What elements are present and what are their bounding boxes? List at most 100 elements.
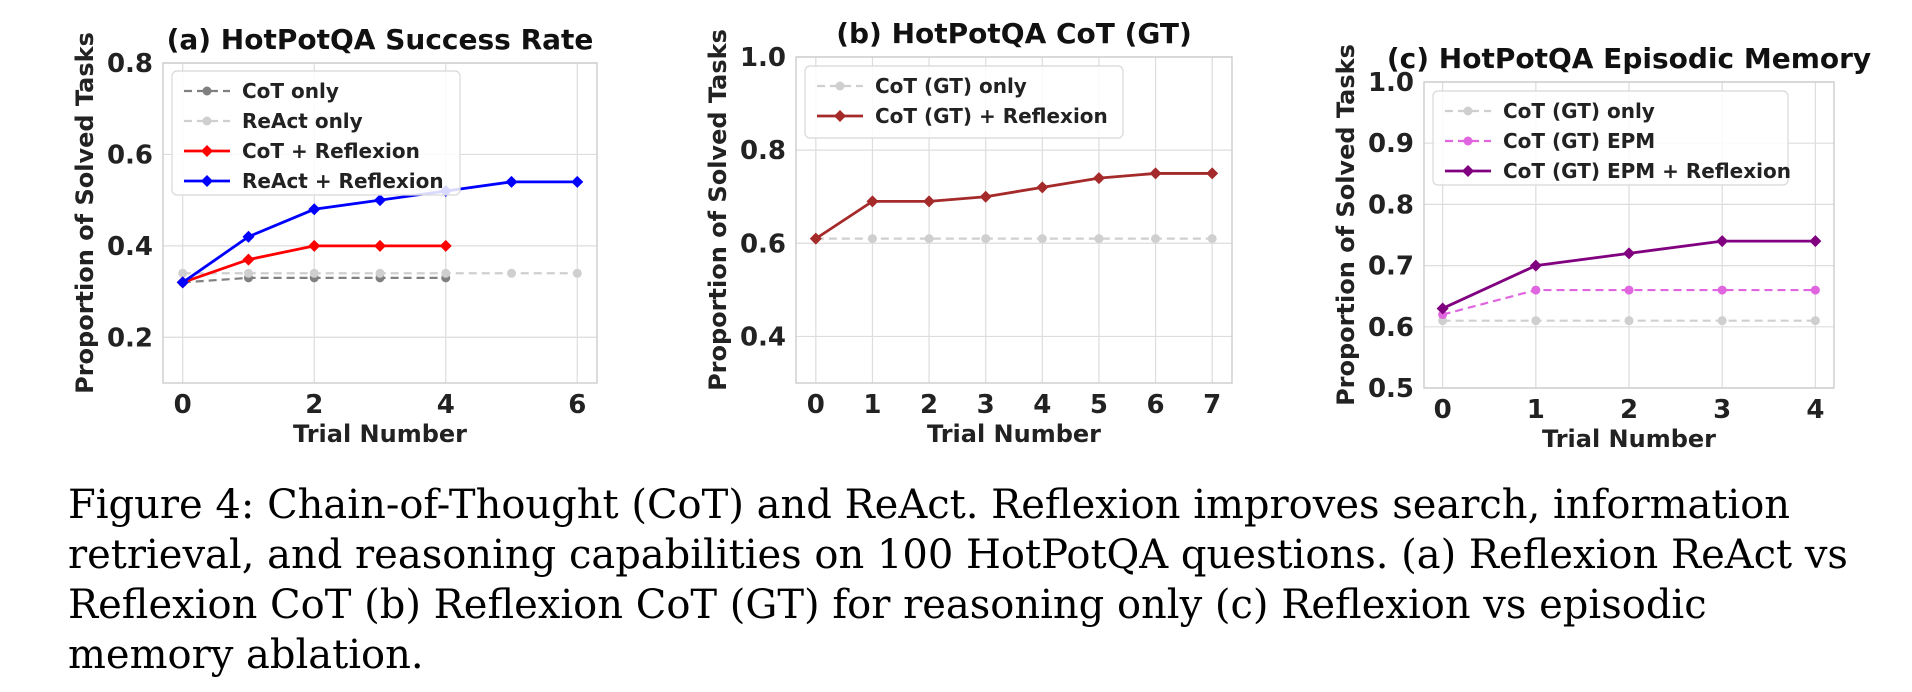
legend-entry: CoT (GT) EPM + Reflexion — [1503, 159, 1791, 183]
legend-entry: CoT only — [242, 79, 339, 103]
legend-swatch-marker — [202, 116, 212, 126]
x-tick-label: 4 — [1033, 390, 1051, 420]
x-tick-label: 0 — [1434, 395, 1452, 425]
data-point — [1207, 234, 1217, 244]
x-tick-label: 5 — [1090, 390, 1108, 420]
data-point — [242, 230, 255, 243]
y-tick-label: 1.0 — [1368, 68, 1414, 98]
data-point — [1809, 235, 1822, 248]
chart-title: (a) HotPotQA Success Rate — [167, 23, 594, 56]
legend-entry: CoT (GT) only — [875, 74, 1027, 98]
x-tick-label: 2 — [1620, 395, 1638, 425]
data-point — [505, 175, 518, 188]
y-tick-label: 0.6 — [1368, 313, 1414, 343]
figure-caption: Figure 4: Chain-of-Thought (CoT) and ReA… — [68, 482, 1848, 678]
data-point — [439, 239, 452, 252]
x-tick-label: 6 — [568, 390, 586, 420]
legend-entry: ReAct only — [242, 109, 363, 133]
x-axis-label: Trial Number — [1542, 425, 1716, 453]
data-point — [1623, 247, 1635, 260]
data-point — [1094, 234, 1104, 244]
data-point — [1716, 235, 1729, 248]
data-point — [1810, 316, 1820, 326]
x-tick-label: 0 — [807, 390, 825, 420]
x-tick-label: 1 — [863, 390, 881, 420]
data-point — [1529, 259, 1542, 272]
data-point — [1531, 285, 1541, 295]
y-tick-label: 0.4 — [107, 232, 153, 262]
legend-entry: CoT (GT) + Reflexion — [875, 104, 1108, 128]
y-tick-label: 0.8 — [107, 49, 153, 79]
x-axis-label: Trial Number — [927, 420, 1101, 448]
series-1 — [1438, 285, 1820, 320]
legend-entry: CoT (GT) only — [1503, 99, 1655, 123]
plot-frame — [162, 62, 598, 384]
legend-swatch-marker — [1463, 136, 1473, 146]
series-0 — [1438, 316, 1820, 326]
data-point — [1149, 167, 1162, 180]
y-tick-label: 1.0 — [740, 43, 786, 73]
data-point — [979, 190, 992, 203]
figure-4: 0 2 4 6 0.2 0.4 0.6 0.8 (a) HotPotQA Success Rat… — [71, 17, 1871, 453]
legend-entry: CoT + Reflexion — [242, 139, 420, 163]
y-axis-label: Proportion of Solved Tasks — [1332, 44, 1360, 406]
legend-box — [171, 70, 461, 196]
x-tick-label: 3 — [977, 390, 995, 420]
chart-title: (c) HotPotQA Episodic Memory — [1387, 42, 1871, 75]
data-point — [571, 175, 584, 188]
legend-swatch-marker — [1462, 165, 1474, 177]
data-point — [572, 268, 582, 278]
x-tick-label: 3 — [1713, 395, 1731, 425]
data-point — [178, 268, 188, 278]
y-tick-label: 0.6 — [740, 229, 786, 259]
chart-panel-2: 0 1 2 3 4 0.5 0.6 0.7 0.8 0.9 1.0(c) HotPotQA Epis… — [1332, 42, 1871, 453]
series-0 — [811, 234, 1217, 244]
legend-swatch-marker — [201, 175, 213, 187]
x-tick-label: 7 — [1203, 390, 1221, 420]
data-point — [1531, 316, 1541, 326]
legend: CoT (GT) only CoT (GT) EPM CoT (GT) EPM + … — [1432, 90, 1791, 186]
x-tick-label: 4 — [1806, 395, 1824, 425]
y-tick-label: 0.5 — [1368, 374, 1414, 404]
x-tick-label: 2 — [305, 390, 323, 420]
y-tick-label: 0.4 — [740, 322, 786, 352]
legend-swatch-marker — [202, 86, 212, 96]
x-axis-label: Trial Number — [293, 420, 467, 448]
legend-swatch-marker — [1463, 106, 1473, 116]
data-point — [981, 234, 991, 244]
data-point — [1151, 234, 1161, 244]
data-point — [374, 194, 386, 207]
data-point — [1624, 316, 1634, 326]
data-point — [176, 276, 189, 289]
data-point — [507, 268, 517, 278]
data-point — [1717, 316, 1727, 326]
legend-swatch-marker — [201, 145, 213, 157]
x-tick-label: 6 — [1147, 390, 1165, 420]
legend: CoT (GT) only CoT (GT) + Reflexion — [804, 65, 1124, 139]
data-point — [1037, 234, 1047, 244]
series-1 — [809, 167, 1219, 245]
legend-entry: CoT (GT) EPM — [1503, 129, 1655, 153]
series-line — [815, 172, 1213, 240]
data-point — [1436, 302, 1449, 315]
data-point — [866, 195, 879, 208]
data-point — [309, 268, 319, 278]
x-tick-label: 4 — [437, 390, 455, 420]
data-point — [867, 234, 877, 244]
legend-box — [804, 65, 1124, 139]
data-point — [1624, 285, 1634, 295]
y-tick-label: 0.6 — [107, 140, 153, 170]
y-tick-label: 0.2 — [107, 323, 153, 353]
chart-panel-1: 0 1 2 3 4 5 6 7 0.4 0.6 0.8 1.0 (b) HotPotQA CoT (GT… — [704, 17, 1233, 448]
plot-frame — [795, 56, 1233, 384]
data-point — [1206, 167, 1219, 180]
data-point — [1810, 285, 1820, 295]
y-tick-label: 0.8 — [1368, 190, 1414, 220]
data-point — [308, 239, 321, 252]
data-point — [308, 203, 321, 216]
data-point — [375, 268, 385, 278]
legend-entry: ReAct + Reflexion — [242, 169, 444, 193]
series-1 — [178, 268, 582, 278]
x-tick-label: 0 — [174, 390, 192, 420]
y-axis-label: Proportion of Solved Tasks — [71, 32, 99, 394]
